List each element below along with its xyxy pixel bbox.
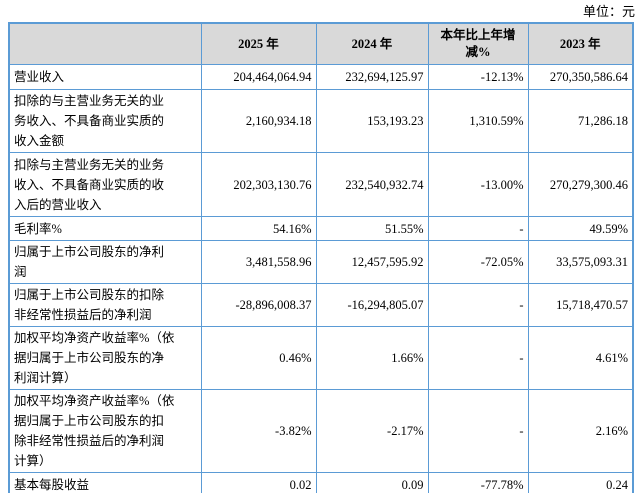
row-label: 基本每股收益 <box>8 472 202 493</box>
table-row-operating-revenue: 营业收入 204,464,064.94 232,694,125.97 -12.1… <box>8 64 634 90</box>
value-cell-2023: 2.16% <box>527 389 634 473</box>
value-cell-2024: 232,540,932.74 <box>315 152 429 217</box>
row-label: 扣除的与主营业务无关的业 务收入、不具备商业实质的 收入金额 <box>8 89 202 153</box>
table-row-gross-margin: 毛利率% 54.16% 51.55% - 49.59% <box>8 216 634 241</box>
value-cell-2024: 0.09 <box>315 472 429 493</box>
header-cell-blank <box>8 22 202 65</box>
value-cell-change: -13.00% <box>427 152 529 217</box>
value-cell-2023: 33,575,093.31 <box>527 240 634 284</box>
header-cell-2023: 2023 年 <box>527 22 634 65</box>
value-cell-2023: 4.61% <box>527 326 634 390</box>
value-cell-2025: 0.46% <box>200 326 317 390</box>
value-cell-change: -77.78% <box>427 472 529 493</box>
header-cell-yoy-change: 本年比上年增 减% <box>427 22 529 65</box>
table-row-weighted-roe-excl-nonrecurring: 加权平均净资产收益率%（依 据归属于上市公司股东的扣 除非经常性损益后的净利润 … <box>8 389 634 473</box>
value-cell-2025: 3,481,558.96 <box>200 240 317 284</box>
value-cell-2024: 12,457,595.92 <box>315 240 429 284</box>
unit-label: 单位：元 <box>582 4 635 19</box>
table-row-net-profit: 归属于上市公司股东的净利 润 3,481,558.96 12,457,595.9… <box>8 240 634 284</box>
header-cell-2025: 2025 年 <box>200 22 317 65</box>
row-label: 加权平均净资产收益率%（依 据归属于上市公司股东的净 利润计算） <box>8 326 202 390</box>
table-row-basic-eps: 基本每股收益 0.02 0.09 -77.78% 0.24 <box>8 472 634 493</box>
value-cell-2023: 71,286.18 <box>527 89 634 153</box>
value-cell-2025: 2,160,934.18 <box>200 89 317 153</box>
row-label: 归属于上市公司股东的净利 润 <box>8 240 202 284</box>
table-row-deducted-unrelated-income: 扣除的与主营业务无关的业 务收入、不具备商业实质的 收入金额 2,160,934… <box>8 89 634 153</box>
value-cell-2024: -2.17% <box>315 389 429 473</box>
row-label: 加权平均净资产收益率%（依 据归属于上市公司股东的扣 除非经常性损益后的净利润 … <box>8 389 202 473</box>
value-cell-2025: 0.02 <box>200 472 317 493</box>
value-cell-2023: 0.24 <box>527 472 634 493</box>
value-cell-2023: 270,350,586.64 <box>527 64 634 90</box>
row-label: 扣除与主营业务无关的业务 收入、不具备商业实质的收 入后的营业收入 <box>8 152 202 217</box>
row-label: 归属于上市公司股东的扣除 非经常性损益后的净利润 <box>8 283 202 327</box>
value-cell-2024: -16,294,805.07 <box>315 283 429 327</box>
value-cell-2025: 202,303,130.76 <box>200 152 317 217</box>
value-cell-change: - <box>427 283 529 327</box>
value-cell-change: -12.13% <box>427 64 529 90</box>
value-cell-2025: 54.16% <box>200 216 317 241</box>
value-cell-change: - <box>427 389 529 473</box>
value-cell-2023: 49.59% <box>527 216 634 241</box>
header-row: 2025 年 2024 年 本年比上年增 减% 2023 年 <box>8 22 634 65</box>
financial-summary-table: 2025 年 2024 年 本年比上年增 减% 2023 年 营业收入 204,… <box>8 22 634 493</box>
header-cell-2024: 2024 年 <box>315 22 429 65</box>
value-cell-change: -72.05% <box>427 240 529 284</box>
value-cell-2025: -3.82% <box>200 389 317 473</box>
value-cell-2025: 204,464,064.94 <box>200 64 317 90</box>
value-cell-2023: 15,718,470.57 <box>527 283 634 327</box>
value-cell-change: - <box>427 216 529 241</box>
value-cell-change: 1,310.59% <box>427 89 529 153</box>
value-cell-2025: -28,896,008.37 <box>200 283 317 327</box>
value-cell-2023: 270,279,300.46 <box>527 152 634 217</box>
value-cell-change: - <box>427 326 529 390</box>
value-cell-2024: 232,694,125.97 <box>315 64 429 90</box>
table-row-weighted-roe-net-profit: 加权平均净资产收益率%（依 据归属于上市公司股东的净 利润计算） 0.46% 1… <box>8 326 634 390</box>
row-label: 毛利率% <box>8 216 202 241</box>
value-cell-2024: 153,193.23 <box>315 89 429 153</box>
value-cell-2024: 51.55% <box>315 216 429 241</box>
value-cell-2024: 1.66% <box>315 326 429 390</box>
table-row-net-profit-excl-nonrecurring: 归属于上市公司股东的扣除 非经常性损益后的净利润 -28,896,008.37 … <box>8 283 634 327</box>
row-label: 营业收入 <box>8 64 202 90</box>
table-row-revenue-after-deduction: 扣除与主营业务无关的业务 收入、不具备商业实质的收 入后的营业收入 202,30… <box>8 152 634 217</box>
